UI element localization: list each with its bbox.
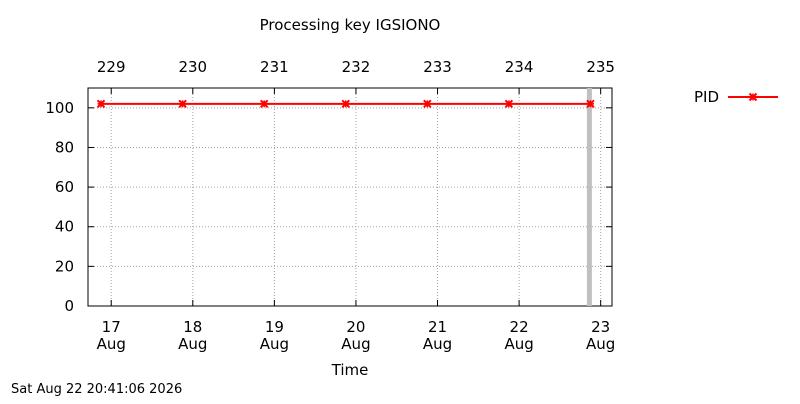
y-tick-label: 60 [55, 178, 74, 196]
x2-tick-label: 234 [505, 58, 534, 76]
x-tick-label-month: Aug [260, 335, 289, 353]
y-tick-label: 20 [55, 257, 74, 275]
x2-tick-label: 233 [423, 58, 452, 76]
y-tick-label: 100 [45, 99, 74, 117]
legend-label: PID [694, 88, 719, 106]
x2-tick-label: 230 [178, 58, 207, 76]
x-tick-label-day: 17 [102, 318, 121, 336]
x-tick-label-month: Aug [586, 335, 615, 353]
x-tick-label-month: Aug [178, 335, 207, 353]
x-axis-label: Time [331, 361, 369, 379]
legend-marker [748, 92, 758, 102]
x-tick-label-day: 18 [183, 318, 202, 336]
x-tick-label-month: Aug [423, 335, 452, 353]
chart-title: Processing key IGSIONO [260, 16, 441, 34]
data-point [259, 99, 269, 109]
x-tick-label-day: 22 [510, 318, 529, 336]
x-tick-label-month: Aug [97, 335, 126, 353]
x-tick-label-day: 21 [428, 318, 447, 336]
data-layer [96, 88, 595, 306]
grid-lines [88, 88, 612, 307]
footer-timestamp: Sat Aug 22 20:41:06 2026 [11, 382, 183, 397]
y-tick-label: 0 [64, 297, 74, 315]
x-tick-label-day: 20 [346, 318, 365, 336]
now-marker [586, 88, 592, 306]
x-tick-label-day: 23 [591, 318, 610, 336]
x-tick-label-month: Aug [341, 335, 370, 353]
axes: 02040608010017Aug18Aug19Aug20Aug21Aug22A… [45, 58, 615, 353]
data-point [96, 99, 106, 109]
y-tick-label: 40 [55, 218, 74, 236]
data-point [504, 99, 514, 109]
x2-tick-label: 229 [97, 58, 126, 76]
y-tick-label: 80 [55, 138, 74, 156]
x-tick-label-month: Aug [504, 335, 533, 353]
x2-tick-label: 231 [260, 58, 289, 76]
x-tick-label-day: 19 [265, 318, 284, 336]
data-point [423, 99, 432, 109]
data-point [341, 99, 350, 109]
plot-frame [87, 87, 613, 307]
data-point [586, 99, 595, 109]
legend: PID [694, 88, 778, 106]
x2-tick-label: 235 [586, 58, 615, 76]
data-point [178, 99, 187, 109]
x2-tick-label: 232 [342, 58, 371, 76]
